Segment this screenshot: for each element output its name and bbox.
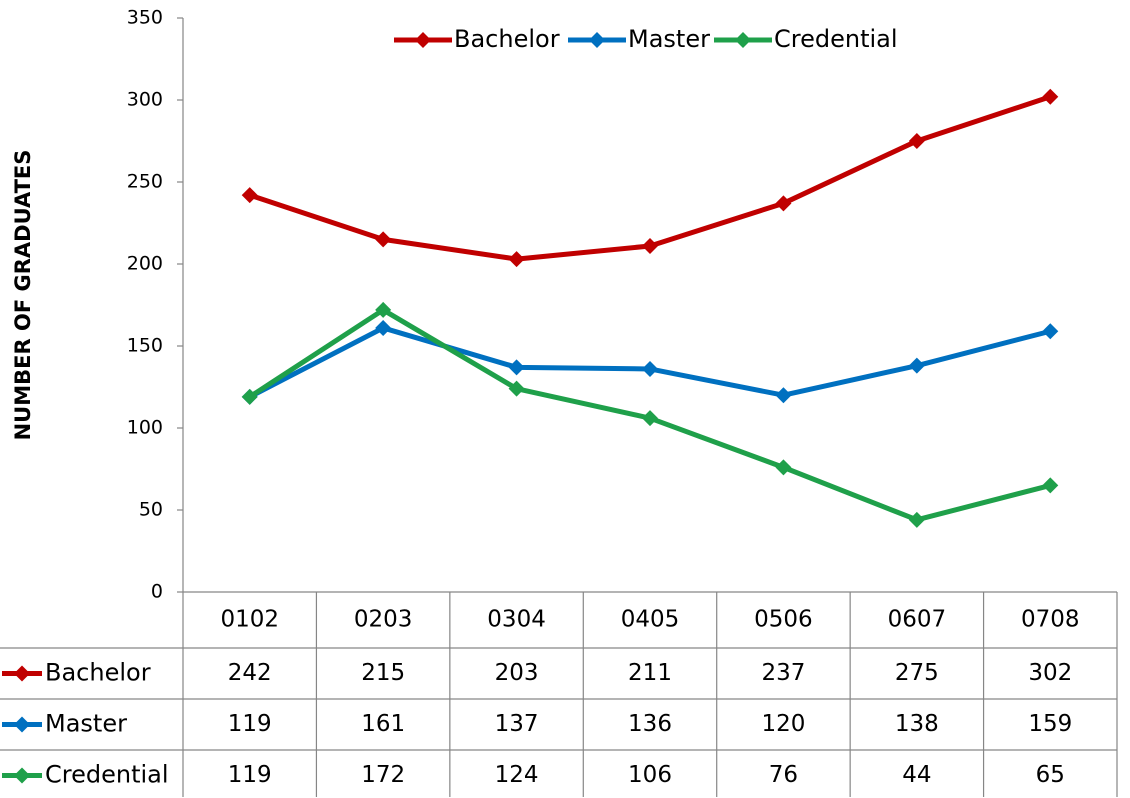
- legend-label: Bachelor: [454, 25, 560, 53]
- table-key-marker: [14, 665, 30, 682]
- table-row-label: Credential: [45, 761, 169, 789]
- marker: [1042, 88, 1059, 105]
- table-cell: 302: [1028, 660, 1072, 686]
- table-cell: 161: [361, 711, 405, 737]
- table-cell: 242: [228, 660, 272, 686]
- marker: [642, 360, 658, 377]
- marker: [375, 319, 392, 336]
- table-row-label: Bachelor: [45, 659, 151, 687]
- table-cell: 159: [1028, 711, 1072, 737]
- marker: [775, 459, 792, 476]
- table-cell: 44: [902, 762, 931, 788]
- marker: [241, 187, 258, 204]
- table-cell: 203: [495, 660, 539, 686]
- y-tick-label: 150: [127, 335, 163, 357]
- table-cell: 138: [895, 711, 939, 737]
- x-tick-label: 0405: [621, 607, 680, 633]
- y-tick-label: 350: [127, 7, 163, 29]
- table-cell: 275: [895, 660, 939, 686]
- marker: [642, 237, 658, 254]
- y-tick-label: 50: [139, 499, 163, 521]
- y-tick-label: 250: [127, 171, 163, 193]
- table-row-label: Master: [45, 710, 127, 738]
- marker: [375, 231, 392, 248]
- legend-key-marker: [415, 32, 431, 48]
- table-cell: 76: [769, 762, 798, 788]
- marker: [375, 301, 392, 318]
- table-cell: 136: [628, 711, 672, 737]
- x-tick-label: 0304: [487, 607, 546, 633]
- table-key-marker: [14, 767, 30, 784]
- marker: [908, 511, 925, 528]
- marker: [508, 380, 525, 397]
- legend-label: Credential: [774, 25, 898, 53]
- marker: [508, 251, 525, 268]
- table-cell: 172: [361, 762, 405, 788]
- x-tick-label: 0506: [754, 607, 813, 633]
- series-line: [248, 94, 1052, 262]
- legend-key-marker: [735, 32, 751, 48]
- marker: [642, 410, 658, 427]
- y-tick-label: 100: [127, 417, 163, 439]
- marker: [908, 357, 925, 374]
- table-cell: 124: [495, 762, 539, 788]
- marker: [241, 388, 258, 405]
- marker: [775, 387, 792, 404]
- table-cell: 120: [761, 711, 805, 737]
- x-tick-label: 0708: [1021, 607, 1080, 633]
- table-cell: 119: [228, 711, 272, 737]
- table-cell: 137: [495, 711, 539, 737]
- table-cell: 215: [361, 660, 405, 686]
- marker: [508, 359, 525, 376]
- y-tick-label: 200: [127, 253, 163, 275]
- table-cell: 65: [1036, 762, 1065, 788]
- marker: [1042, 323, 1059, 340]
- y-tick-label: 300: [127, 89, 163, 111]
- x-tick-label: 0102: [220, 607, 279, 633]
- x-tick-label: 0607: [888, 607, 947, 633]
- x-tick-label: 0203: [354, 607, 413, 633]
- y-tick-label: 0: [151, 581, 163, 603]
- legend-key-marker: [589, 32, 605, 48]
- y-axis-title: NUMBER OF GRADUATES: [11, 150, 35, 441]
- legend-label: Master: [628, 25, 710, 53]
- table-key-marker: [14, 716, 30, 733]
- table-cell: 119: [228, 762, 272, 788]
- table-cell: 106: [628, 762, 672, 788]
- marker: [775, 195, 792, 212]
- table-cell: 211: [628, 660, 672, 686]
- table-cell: 237: [761, 660, 805, 686]
- marker: [1042, 477, 1059, 494]
- marker: [908, 133, 925, 149]
